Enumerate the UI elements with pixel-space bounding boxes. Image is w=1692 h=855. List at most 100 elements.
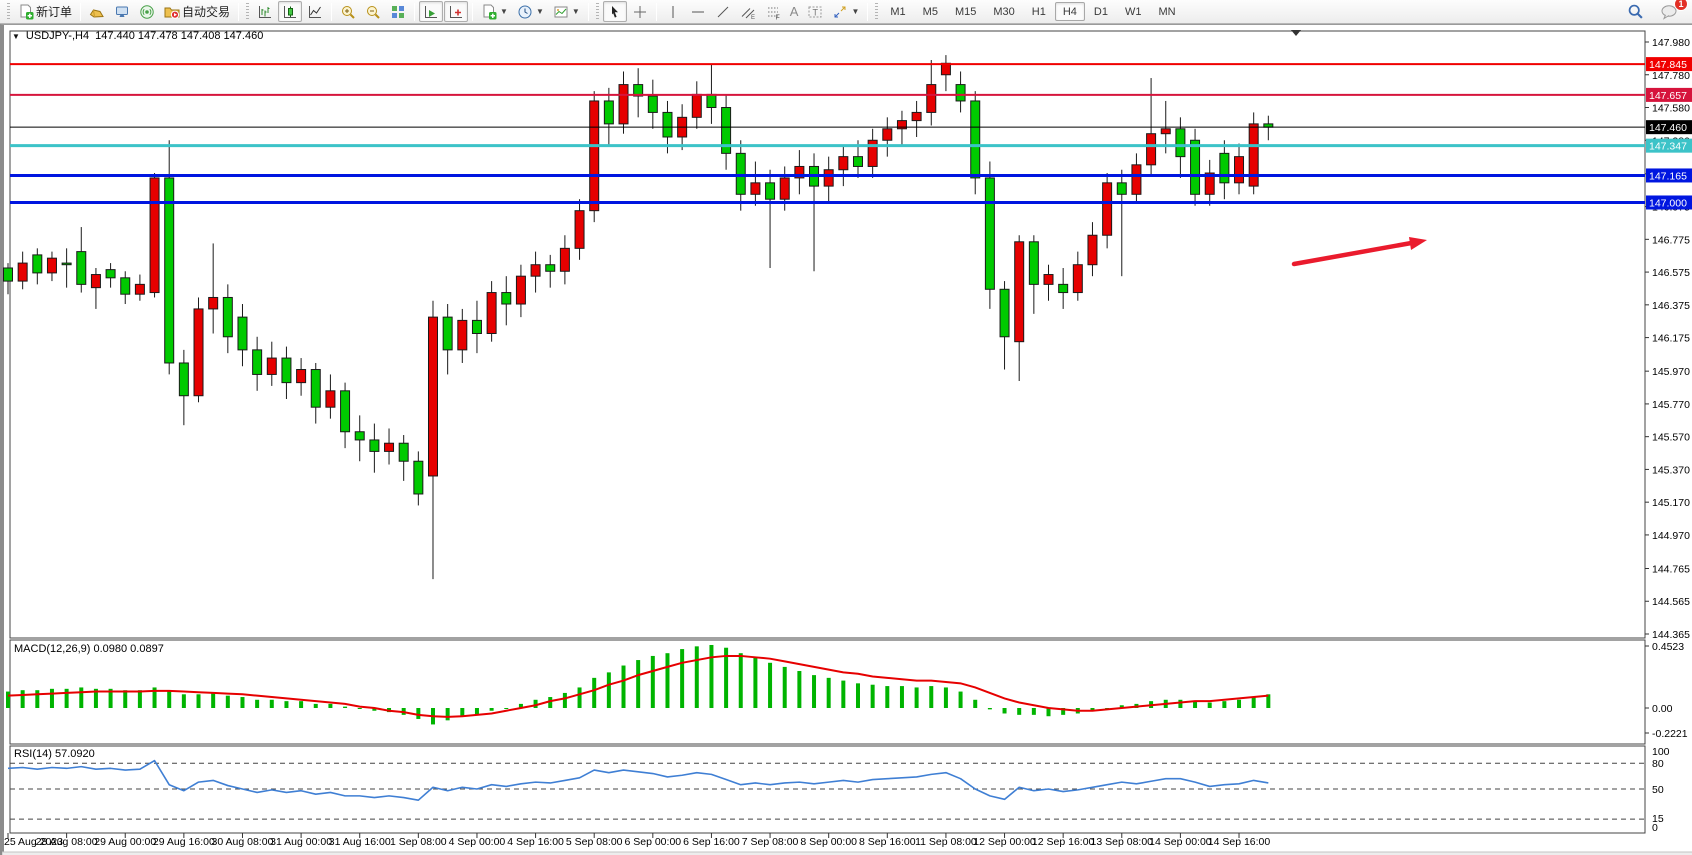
chart-area[interactable]: 147.980147.780147.580147.380147.175146.9… (0, 24, 1692, 855)
trendline-button[interactable] (711, 1, 735, 22)
cursor-icon (607, 4, 623, 20)
horizontal-line-button[interactable] (686, 1, 710, 22)
search-icon (1627, 3, 1644, 20)
candle-body (76, 251, 87, 285)
new-chart-button[interactable]: ▼ (477, 1, 512, 22)
svg-text:8 Sep 00:00: 8 Sep 00:00 (800, 836, 857, 848)
chart-shift-button[interactable] (444, 1, 469, 22)
timeframe-m5-button[interactable]: M5 (922, 5, 938, 18)
line-chart-button[interactable] (303, 1, 327, 22)
candle-body (647, 95, 658, 113)
candle-body (779, 177, 790, 200)
chart-shift-marker-icon[interactable] (1291, 30, 1301, 36)
timeframe-m1-button[interactable]: M1 (890, 5, 906, 18)
notifications-button[interactable]: 1 (1656, 0, 1688, 22)
candle-body (90, 274, 101, 289)
svg-text:0.00: 0.00 (1652, 703, 1673, 715)
svg-text:145.370: 145.370 (1652, 464, 1690, 476)
svg-text:F: F (775, 14, 779, 20)
main-price-pane[interactable] (9, 30, 1646, 639)
candle-body (1219, 152, 1230, 184)
chevron-down-icon: ▼ (535, 7, 544, 16)
toolbar-separator (414, 2, 416, 21)
price-axis-labels: 147.845 147.657 147.460 147.347 147.165 147.0… (1646, 57, 1692, 210)
svg-text:8 Sep 16:00: 8 Sep 16:00 (859, 836, 916, 848)
auto-scroll-button[interactable] (419, 1, 444, 22)
toolbar-grip[interactable] (246, 2, 250, 21)
timeframe-d1-button[interactable]: D1 (1093, 5, 1108, 18)
toolbar-grip[interactable] (7, 2, 10, 21)
timeframe-h1-button[interactable]: H1 (1031, 5, 1046, 18)
svg-text:29 Aug 16:00: 29 Aug 16:00 (153, 836, 215, 848)
new-order-icon (18, 4, 34, 20)
svg-text:-0.2221: -0.2221 (1652, 728, 1688, 740)
candle-body (471, 319, 482, 334)
signals-button[interactable] (135, 1, 159, 22)
candle-body (1058, 283, 1069, 294)
arrows-button[interactable]: ▼ (828, 1, 863, 22)
periods-button[interactable]: ▼ (513, 1, 548, 22)
candle-body (61, 262, 72, 266)
candle-body (1043, 274, 1054, 285)
candle-body (1028, 241, 1039, 285)
candle-body (134, 283, 145, 295)
zoom-out-button[interactable] (361, 1, 385, 22)
rsi-levels (10, 762, 1645, 820)
search-button[interactable] (1623, 1, 1648, 22)
horizontal-scrollbar[interactable] (2, 851, 1692, 855)
crosshair-icon (632, 4, 648, 20)
fibonacci-button[interactable]: F (761, 1, 785, 22)
toolbar-grip[interactable] (595, 2, 599, 21)
candlestick-chart-button[interactable] (278, 1, 303, 22)
notification-badge: 1 (1674, 0, 1688, 11)
terminal-button[interactable] (110, 1, 134, 22)
vertical-line-button[interactable] (661, 1, 685, 22)
tile-windows-button[interactable] (386, 1, 410, 22)
candle-body (1146, 133, 1157, 166)
arrows-icon (832, 4, 848, 20)
svg-text:145.970: 145.970 (1652, 366, 1690, 378)
candle-body (721, 107, 732, 154)
market-watch-button[interactable] (85, 1, 109, 22)
svg-text:146.175: 146.175 (1652, 333, 1690, 345)
cursor-button[interactable] (602, 1, 627, 22)
equidistant-channel-button[interactable]: E (736, 1, 760, 22)
svg-text:6 Sep 16:00: 6 Sep 16:00 (683, 836, 740, 848)
svg-text:146.575: 146.575 (1652, 267, 1690, 279)
candle-body (984, 177, 995, 290)
svg-text:4 Sep 00:00: 4 Sep 00:00 (449, 836, 506, 848)
svg-text:147.980: 147.980 (1652, 37, 1690, 49)
candle-body (1204, 172, 1215, 195)
autotrading-button[interactable]: 自动交易 (160, 1, 234, 22)
timeframe-m15-button[interactable]: M15 (954, 5, 977, 18)
svg-text:28 Aug 08:00: 28 Aug 08:00 (36, 836, 98, 848)
candle-body (3, 267, 13, 282)
price-chart-svg[interactable]: 147.980147.780147.580147.380147.175146.9… (2, 25, 1692, 855)
bar-chart-button[interactable] (253, 1, 277, 22)
candle-body (1131, 164, 1142, 195)
zoom-in-button[interactable] (336, 1, 360, 22)
svg-text:12 Sep 00:00: 12 Sep 00:00 (973, 836, 1036, 848)
candlestick-icon (282, 4, 298, 20)
timeframe-w1-button[interactable]: W1 (1124, 5, 1142, 18)
candle-body (574, 210, 585, 249)
red-trend-arrow[interactable] (1291, 237, 1427, 267)
candle-body (105, 269, 116, 279)
trendline-icon (715, 4, 731, 20)
templates-button[interactable]: ▼ (549, 1, 584, 22)
crosshair-button[interactable] (628, 1, 652, 22)
toolbar-separator (238, 2, 240, 21)
svg-text:T: T (813, 7, 819, 17)
candle-body (296, 369, 307, 384)
text-button[interactable]: A (786, 1, 803, 22)
text-label-button[interactable]: T (803, 1, 827, 22)
price-lines[interactable] (10, 63, 1645, 204)
new-order-button[interactable]: 新订单 (14, 1, 76, 22)
timeframe-m30-button[interactable]: M30 (993, 5, 1015, 18)
svg-text:147.000: 147.000 (1649, 197, 1687, 209)
toolbar-grip[interactable] (875, 2, 879, 21)
timeframe-mn-button[interactable]: MN (1158, 5, 1176, 18)
timeframe-h4-button[interactable]: H4 (1054, 2, 1085, 21)
candle-body (838, 156, 849, 171)
svg-text:144.765: 144.765 (1652, 563, 1690, 575)
